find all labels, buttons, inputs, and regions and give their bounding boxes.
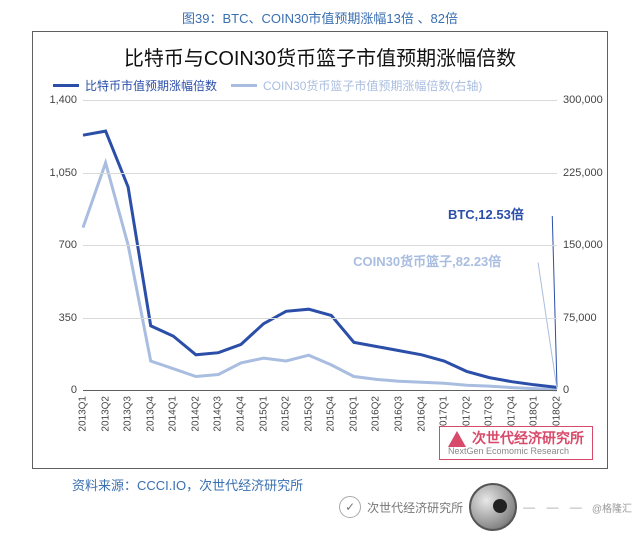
- y-right-tick: 0: [557, 384, 607, 396]
- x-tick: 2013Q3: [123, 396, 134, 432]
- y-left-tick: 350: [43, 312, 83, 324]
- gridline: [83, 245, 557, 246]
- watermark-tag: @格隆汇: [592, 500, 632, 515]
- legend-swatch-coin30: [231, 84, 257, 87]
- x-tick: 2015Q2: [281, 396, 292, 432]
- caption-text: 图39：BTC、COIN30市值预期涨幅13倍 、82倍: [182, 11, 458, 26]
- logo-cn: 次世代经济研究所: [472, 431, 584, 446]
- x-tick: 2014Q1: [168, 396, 179, 432]
- legend-item-coin30: COIN30货币篮子市值预期涨幅倍数(右轴): [231, 77, 482, 94]
- annotation-label: BTC,12.53倍: [448, 204, 524, 223]
- wechat-icon: ✓: [339, 496, 361, 518]
- gridline: [83, 173, 557, 174]
- watermark-area: ✓ 次世代经济研究所 — — — @格隆汇: [339, 483, 632, 531]
- logo-triangle-icon: [448, 431, 466, 447]
- dash-decor: — — —: [523, 500, 586, 514]
- logo-box: 次世代经济研究所 NextGen Ecomomic Research: [439, 426, 593, 460]
- x-tick: 2014Q3: [213, 396, 224, 432]
- watermark-text: 次世代经济研究所: [367, 499, 463, 516]
- x-tick: 2013Q2: [100, 396, 111, 432]
- chart-title: 比特币与COIN30货币篮子市值预期涨幅倍数: [47, 42, 593, 71]
- legend-label-btc: 比特币市值预期涨幅倍数: [85, 77, 217, 94]
- x-tick: 2015Q1: [258, 396, 269, 432]
- x-tick: 2013Q1: [78, 396, 89, 432]
- y-right-tick: 75,000: [557, 312, 607, 324]
- x-tick: 2015Q4: [326, 396, 337, 432]
- x-tick: 2016Q2: [371, 396, 382, 432]
- y-right-tick: 225,000: [557, 167, 607, 179]
- x-tick: 2016Q4: [416, 396, 427, 432]
- source-text: 资料来源：CCCI.IO，次世代经济研究所: [72, 478, 303, 493]
- legend-label-coin30: COIN30货币篮子市值预期涨幅倍数(右轴): [263, 77, 482, 94]
- logo-en: NextGen Ecomomic Research: [448, 447, 584, 457]
- gridline: [83, 318, 557, 319]
- legend-swatch-btc: [53, 84, 79, 87]
- legend-item-btc: 比特币市值预期涨幅倍数: [53, 77, 217, 94]
- y-left-tick: 1,400: [43, 94, 83, 106]
- y-right-tick: 300,000: [557, 94, 607, 106]
- annotation-label: COIN30货币篮子,82.23倍: [353, 251, 501, 270]
- x-tick: 2015Q3: [303, 396, 314, 432]
- y-left-tick: 0: [43, 384, 83, 396]
- x-tick: 2016Q1: [348, 396, 359, 432]
- x-tick: 2016Q3: [393, 396, 404, 432]
- series-coin30: [83, 163, 557, 390]
- x-tick: 2013Q4: [145, 396, 156, 432]
- x-tick: 2014Q4: [235, 396, 246, 432]
- gridline: [83, 100, 557, 101]
- y-right-tick: 150,000: [557, 239, 607, 251]
- x-tick: 2014Q2: [190, 396, 201, 432]
- y-left-tick: 1,050: [43, 167, 83, 179]
- y-left-tick: 700: [43, 239, 83, 251]
- chart-frame: 比特币与COIN30货币篮子市值预期涨幅倍数 比特币市值预期涨幅倍数 COIN3…: [32, 31, 608, 469]
- figure-caption: 图39：BTC、COIN30市值预期涨幅13倍 、82倍: [0, 0, 640, 29]
- legend: 比特币市值预期涨幅倍数 COIN30货币篮子市值预期涨幅倍数(右轴): [47, 77, 593, 94]
- plot-area: 2013Q12013Q22013Q32013Q42014Q12014Q22014…: [83, 100, 557, 390]
- gridline: [83, 390, 557, 391]
- avatar-icon: [469, 483, 517, 531]
